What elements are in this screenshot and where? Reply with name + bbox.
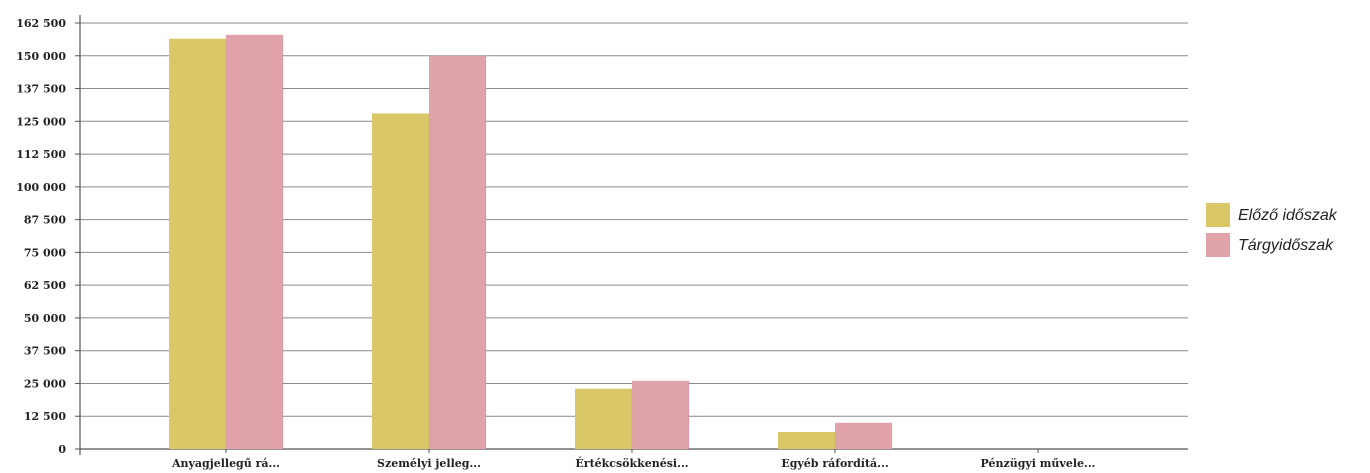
y-tick-label: 150 000 — [16, 50, 66, 63]
y-tick-label: 0 — [58, 443, 66, 456]
y-tick-label: 100 000 — [16, 181, 66, 194]
y-tick-label: 112 500 — [16, 148, 66, 161]
legend-label: Tárgyidőszak — [1238, 237, 1334, 254]
x-tick-label: Értékcsökkenési... — [575, 456, 688, 470]
y-tick-label: 50 000 — [24, 312, 66, 325]
legend: Előző időszak Tárgyidőszak — [1206, 203, 1338, 257]
y-tick-label: 87 500 — [24, 214, 66, 227]
legend-swatch — [1206, 233, 1230, 257]
tick-labels: 0 12 500 25 000 37 500 50 000 62 500 75 000 87 … — [16, 17, 1095, 470]
x-tick-label: Anyagjellegű rá... — [171, 457, 280, 470]
y-tick-label: 137 500 — [16, 83, 66, 96]
bar — [778, 431, 835, 449]
bar — [226, 34, 283, 449]
bars — [169, 34, 893, 450]
y-tick-label: 62 500 — [24, 279, 66, 292]
bar — [372, 113, 429, 449]
y-tick-label: 12 500 — [24, 410, 66, 423]
legend-swatch — [1206, 203, 1230, 227]
y-tick-label: 25 000 — [24, 377, 66, 390]
y-tick-label: 75 000 — [24, 246, 66, 259]
x-tick-label: Személyi jelleg... — [377, 457, 481, 470]
y-tick-label: 125 000 — [16, 115, 66, 128]
y-tick-label: 37 500 — [24, 345, 66, 358]
x-tick-label: Pénzügyi művele... — [980, 457, 1095, 470]
bar — [575, 388, 632, 449]
legend-label: Előző időszak — [1238, 207, 1338, 224]
x-tick-label: Egyéb ráfordítá... — [781, 457, 888, 470]
bar — [835, 422, 892, 449]
y-tick-label: 162 500 — [16, 17, 66, 30]
bar — [169, 38, 226, 450]
bar — [429, 55, 486, 450]
bar — [632, 380, 689, 449]
